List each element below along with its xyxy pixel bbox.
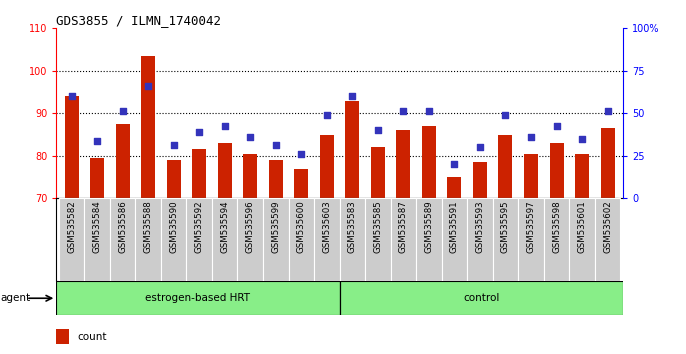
Bar [217,143,232,198]
Bar [90,158,104,198]
Text: GSM535596: GSM535596 [246,201,255,253]
Bar [416,198,442,281]
Text: estrogen-based HRT: estrogen-based HRT [145,293,250,303]
Point [551,123,562,129]
Bar [269,160,283,198]
Text: GSM535587: GSM535587 [399,201,408,253]
Bar [447,177,462,198]
Point [66,93,77,99]
Bar [345,101,359,198]
Bar [549,143,563,198]
Point [500,113,511,118]
Bar [167,160,180,198]
Bar [116,124,130,198]
Bar [141,56,155,198]
Bar [263,198,289,281]
Bar [467,198,493,281]
Text: GSM535601: GSM535601 [578,201,587,253]
Bar [212,198,237,281]
Text: GSM535589: GSM535589 [425,201,434,253]
Bar [340,281,623,315]
Bar [397,130,410,198]
Bar [493,198,518,281]
Point [602,108,613,114]
Text: GSM535592: GSM535592 [195,201,204,253]
Text: GSM535582: GSM535582 [67,201,76,253]
Text: GSM535595: GSM535595 [501,201,510,253]
Bar [84,198,110,281]
Point [347,93,358,99]
Point [475,144,486,150]
Text: GSM535599: GSM535599 [271,201,281,253]
Point [245,134,256,139]
Text: GSM535591: GSM535591 [450,201,459,253]
Bar [314,198,340,281]
Text: GSM535585: GSM535585 [373,201,382,253]
Bar [569,198,595,281]
Text: GSM535598: GSM535598 [552,201,561,253]
Bar [422,126,436,198]
Bar [499,135,512,198]
Bar [244,154,257,198]
Point [423,108,434,114]
Text: GSM535583: GSM535583 [348,201,357,253]
Bar [390,198,416,281]
Text: GSM535602: GSM535602 [603,201,612,253]
Bar [371,147,385,198]
Bar [237,198,263,281]
Bar [56,329,69,344]
Point [525,134,536,139]
Bar [294,169,308,198]
Text: control: control [463,293,499,303]
Text: GSM535584: GSM535584 [93,201,102,253]
Bar [192,149,206,198]
Text: GSM535600: GSM535600 [297,201,306,253]
Point [576,136,587,142]
Bar [320,135,334,198]
Point [296,151,307,156]
Text: GSM535588: GSM535588 [143,201,153,253]
Point [398,108,409,114]
Text: agent: agent [1,293,31,303]
Bar [110,198,135,281]
Text: GSM535594: GSM535594 [220,201,229,253]
Bar [59,198,84,281]
Bar [365,198,390,281]
Bar [518,198,544,281]
Text: GDS3855 / ILMN_1740042: GDS3855 / ILMN_1740042 [56,14,222,27]
Text: count: count [77,332,106,342]
Point [117,108,128,114]
Bar [135,198,161,281]
Bar [600,128,615,198]
Bar [187,198,212,281]
Point [92,138,103,144]
Bar [524,154,538,198]
Bar [289,198,314,281]
Point [270,142,281,148]
Point [143,83,154,88]
Text: GSM535593: GSM535593 [475,201,484,253]
Bar [473,162,487,198]
Point [220,123,230,129]
Bar [595,198,620,281]
Point [449,161,460,167]
Point [372,127,383,133]
Bar [161,198,187,281]
Bar [575,154,589,198]
Bar [56,281,340,315]
Point [321,113,332,118]
Text: GSM535590: GSM535590 [169,201,178,253]
Text: GSM535603: GSM535603 [322,201,331,253]
Bar [442,198,467,281]
Bar [64,96,79,198]
Text: GSM535586: GSM535586 [118,201,127,253]
Bar [544,198,569,281]
Point [193,130,204,135]
Text: GSM535597: GSM535597 [526,201,536,253]
Bar [340,198,365,281]
Point [168,142,179,148]
